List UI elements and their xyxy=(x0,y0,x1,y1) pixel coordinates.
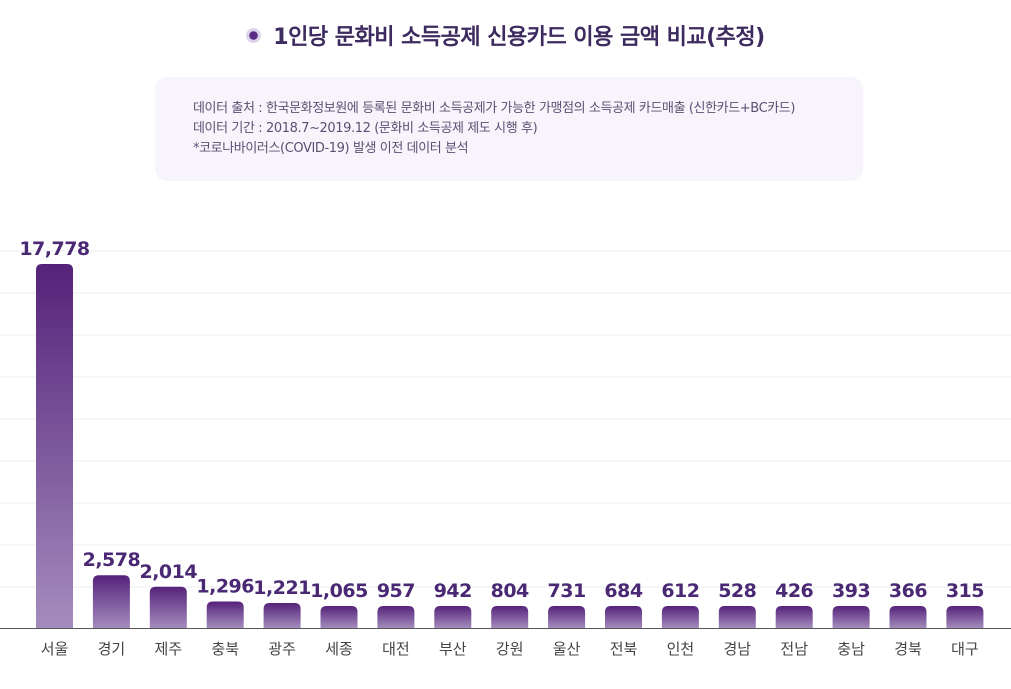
category-label: 제주 xyxy=(154,640,182,658)
category-label: 광주 xyxy=(268,640,296,658)
value-label: 1,065 xyxy=(310,580,368,602)
bar-인천 xyxy=(661,606,699,628)
bar-대전 xyxy=(377,606,415,628)
data-note-line: *코로나바이러스(COVID-19) 발생 이전 데이터 분석 xyxy=(193,141,469,156)
value-label: 612 xyxy=(661,580,699,602)
bar-충북 xyxy=(206,601,244,628)
category-label: 부산 xyxy=(439,640,467,658)
category-label: 경남 xyxy=(723,640,751,658)
chart-title: 1인당 문화비 소득공제 신용카드 이용 금액 비교(추정) xyxy=(273,25,765,50)
value-label: 1,221 xyxy=(253,577,311,599)
bar-강원 xyxy=(491,606,529,628)
value-label: 942 xyxy=(434,580,472,602)
bar-서울 xyxy=(36,264,73,628)
value-label: 1,296 xyxy=(196,575,254,597)
bar-세종 xyxy=(320,606,358,628)
bar-광주 xyxy=(263,603,301,628)
category-label: 전북 xyxy=(610,640,638,658)
bar-전북 xyxy=(605,606,642,628)
value-label: 957 xyxy=(377,580,415,602)
value-label: 17,778 xyxy=(19,238,90,260)
value-label: 366 xyxy=(889,580,927,602)
value-label: 684 xyxy=(604,580,642,602)
value-label: 804 xyxy=(491,580,529,602)
value-label: 2,014 xyxy=(139,561,197,583)
value-label: 2,578 xyxy=(83,549,141,571)
value-label: 731 xyxy=(548,580,586,602)
value-label: 426 xyxy=(775,580,813,602)
category-label: 울산 xyxy=(553,640,581,658)
bar-제주 xyxy=(149,586,187,628)
category-label: 서울 xyxy=(41,640,69,658)
data-period-line: 데이터 기간 : 2018.7~2019.12 (문화비 소득공제 제도 시행 … xyxy=(193,121,538,136)
category-labels: 서울 경기 제주 충북 광주 세종 대전 부산 강원 울산 전북 인천 경남 전남 충남 경북 대구 xyxy=(41,640,979,658)
category-label: 충남 xyxy=(837,640,865,658)
value-label: 315 xyxy=(946,580,984,602)
data-source-line: 데이터 출처 : 한국문화정보원에 등록된 문화비 소득공제가 가능한 가맹점의… xyxy=(193,101,796,116)
bar-부산 xyxy=(434,606,472,628)
bar-경기 xyxy=(92,575,130,628)
category-label: 충북 xyxy=(211,640,239,658)
category-label: 경기 xyxy=(98,640,126,658)
value-label: 528 xyxy=(718,580,756,602)
category-label: 세종 xyxy=(325,640,353,658)
category-label: 대전 xyxy=(382,640,410,658)
category-label: 경북 xyxy=(894,640,922,658)
category-label: 인천 xyxy=(667,640,695,658)
category-label: 강원 xyxy=(496,640,524,658)
title-row: 1인당 문화비 소득공제 신용카드 이용 금액 비교(추정) xyxy=(0,18,1011,52)
bar-충남 xyxy=(832,606,870,628)
bar-대구 xyxy=(946,606,984,628)
gridlines xyxy=(0,250,1011,588)
bars xyxy=(36,264,984,628)
data-source-box: 데이터 출처 : 한국문화정보원에 등록된 문화비 소득공제가 가능한 가맹점의… xyxy=(155,77,863,181)
bar-경남 xyxy=(718,606,756,628)
bar-전남 xyxy=(775,606,813,628)
category-label: 대구 xyxy=(951,640,979,658)
bar-울산 xyxy=(548,606,586,628)
bar-경북 xyxy=(889,606,927,628)
category-label: 전남 xyxy=(780,640,808,658)
value-label: 393 xyxy=(832,580,870,602)
title-bullet-icon xyxy=(246,27,262,43)
